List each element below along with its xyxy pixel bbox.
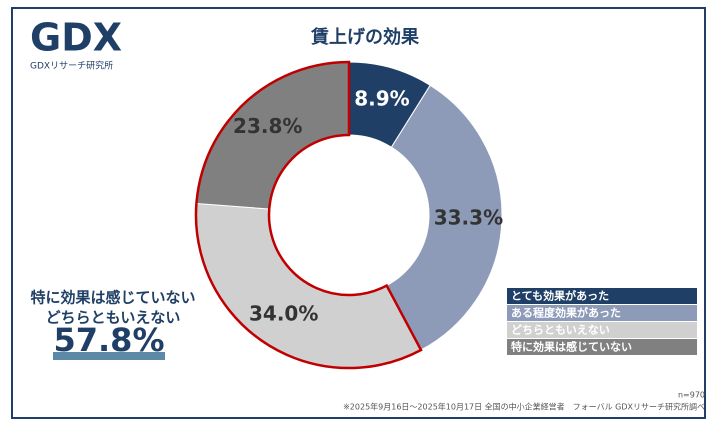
legend-swatch xyxy=(507,288,697,304)
annotation-line: どちらともいえない xyxy=(46,309,181,327)
annotation-total: 57.8% xyxy=(53,321,164,359)
slice-label: 8.9% xyxy=(354,87,409,111)
logo-mark: GDX xyxy=(30,16,122,60)
donut-slice xyxy=(385,84,503,351)
annotation-underline xyxy=(53,352,165,360)
legend-label: どちらともいえない xyxy=(511,324,610,337)
logo-name: GDXリサーチ研究所 xyxy=(30,60,113,72)
highlight-outline xyxy=(194,60,423,370)
note: n=970 xyxy=(678,391,705,400)
slice-label: 34.0% xyxy=(249,302,318,326)
slice-label: 33.3% xyxy=(434,206,503,230)
annotation-line: 特に効果は感じていない xyxy=(30,289,195,307)
legend-label: ある程度効果があった xyxy=(511,306,621,320)
slice-label: 23.8% xyxy=(233,114,302,138)
legend-label: とても効果があった xyxy=(511,289,609,303)
legend-label: 特に効果は感じていない xyxy=(511,340,632,354)
legend-swatch xyxy=(507,305,697,321)
legend-swatch xyxy=(507,339,697,355)
legend-swatch xyxy=(507,322,697,338)
chart-title: 賃上げの効果 xyxy=(310,26,420,48)
footnote: ※2025年9月16日～2025年10月17日 全国の中小企業経営者 フォーバル… xyxy=(343,402,705,412)
